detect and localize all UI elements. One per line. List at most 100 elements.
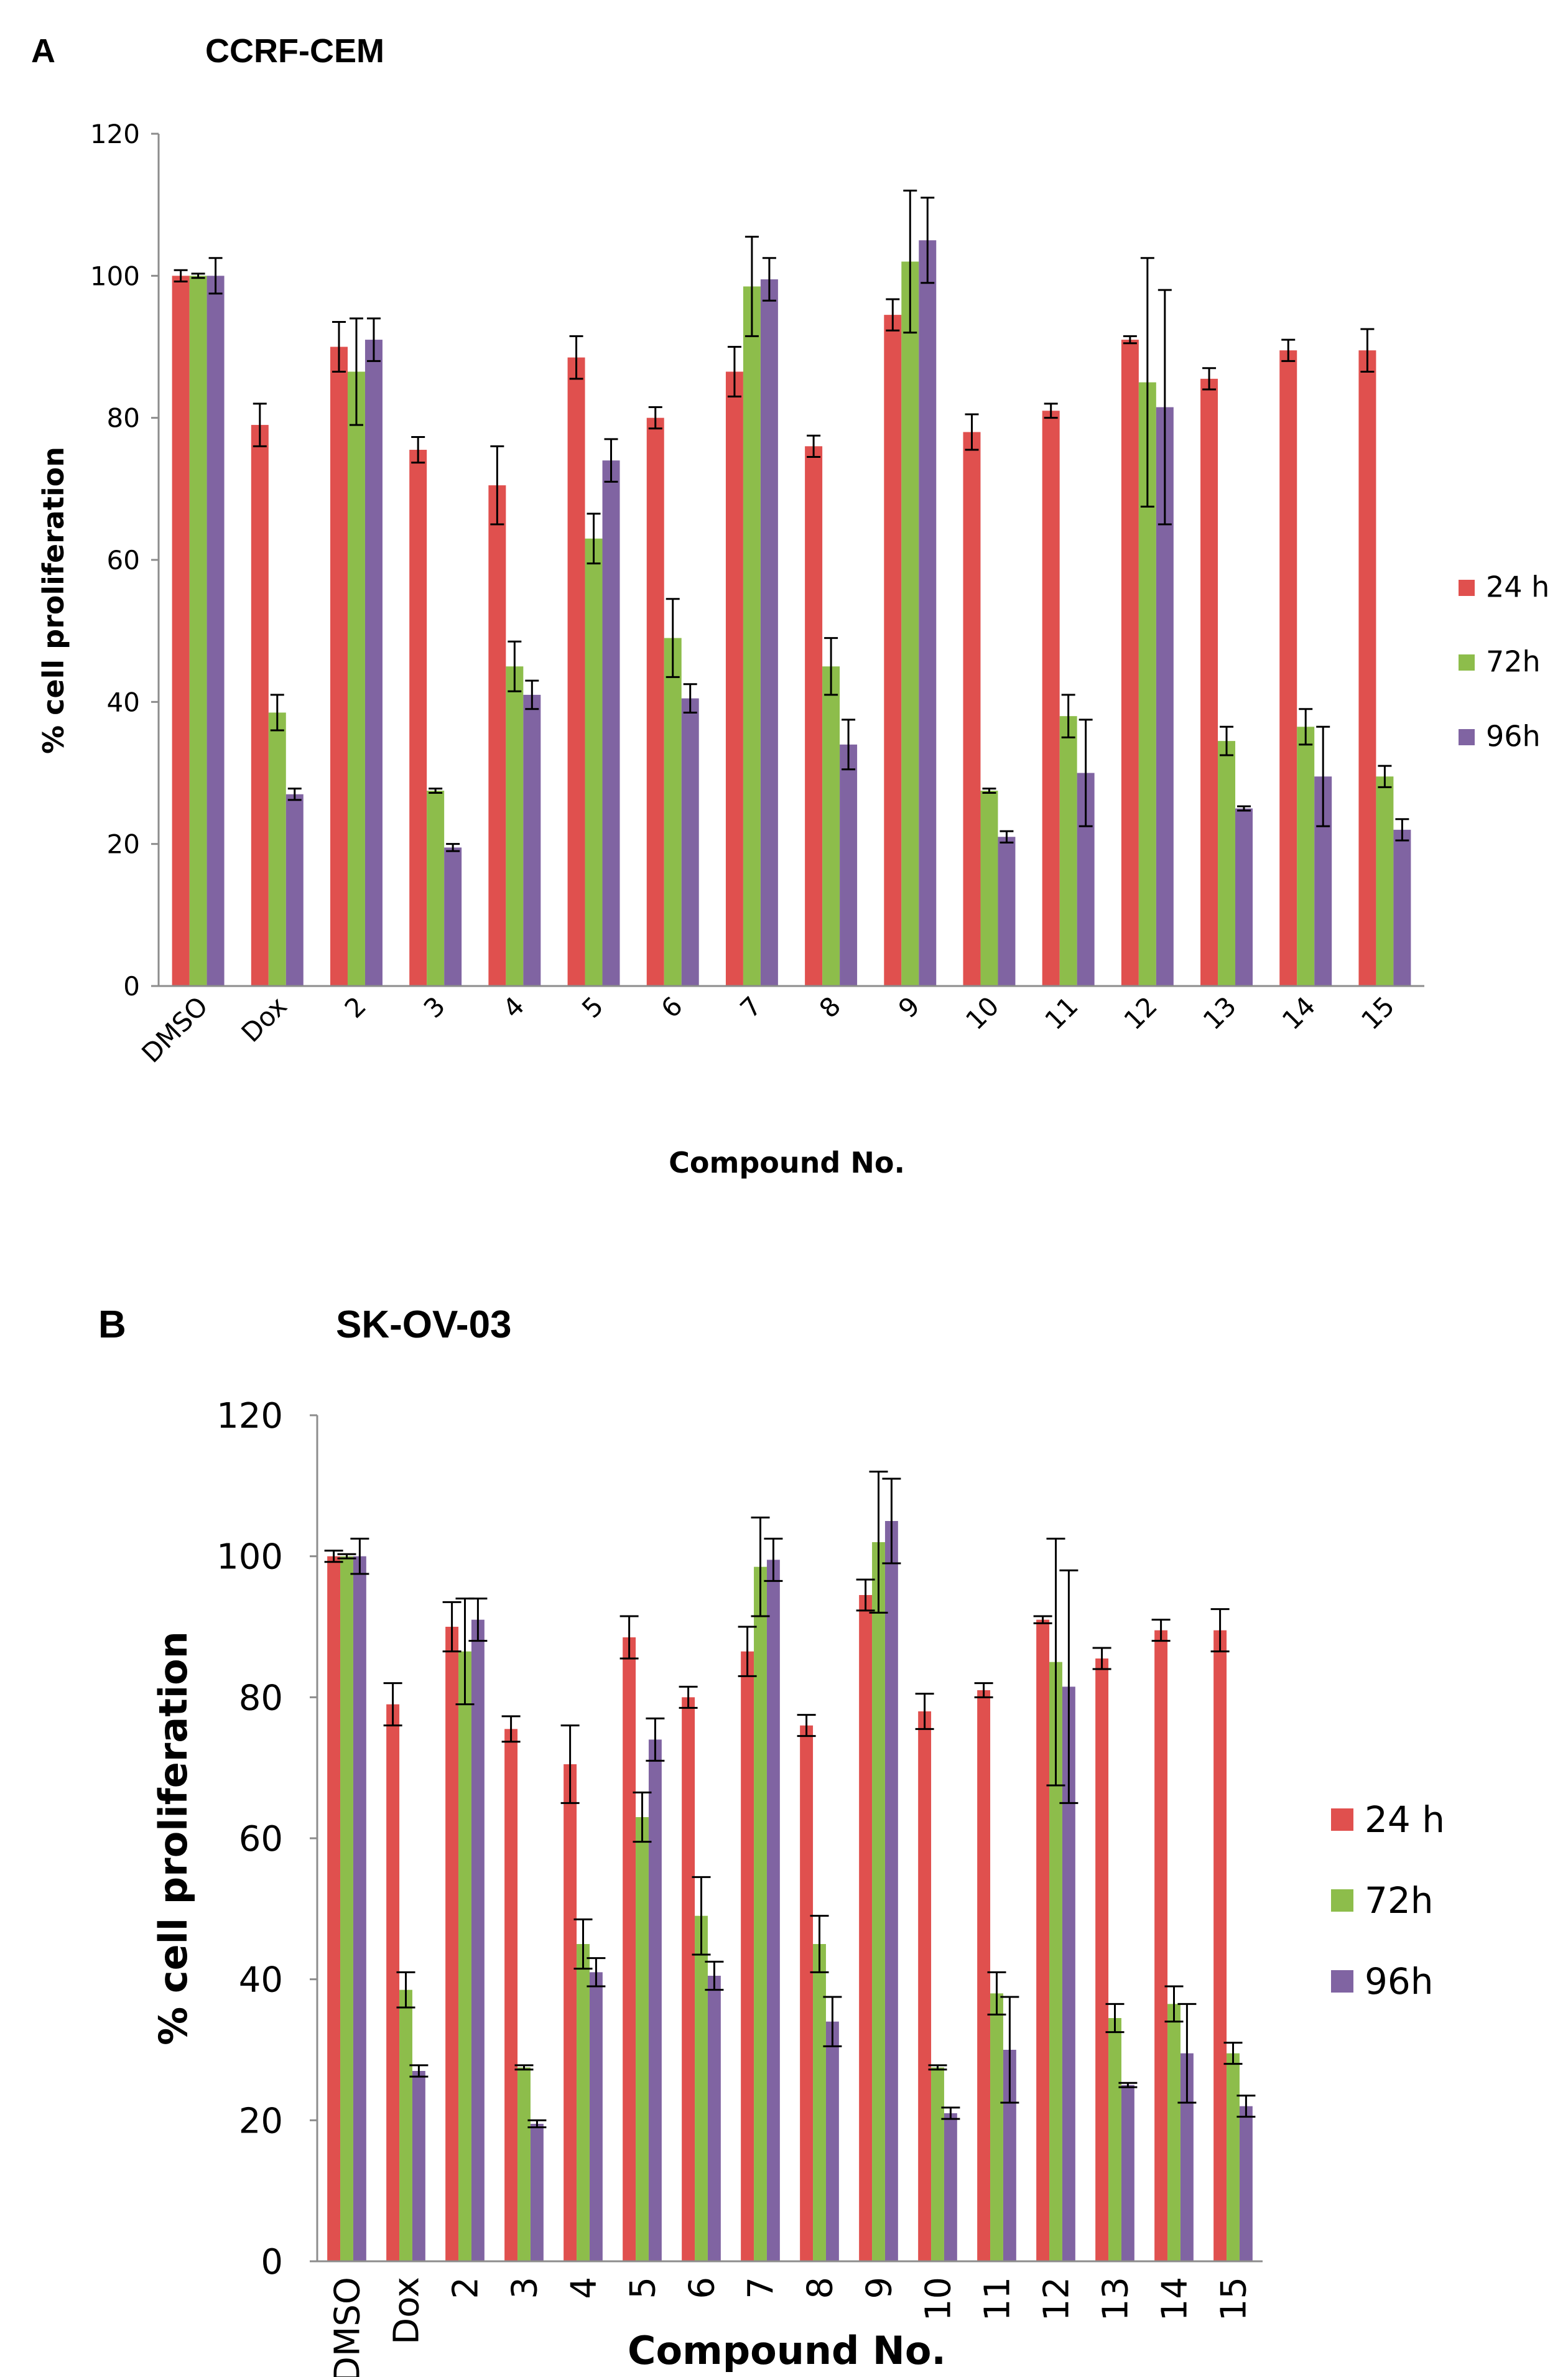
legend-swatch (1331, 1970, 1353, 1993)
bar-72h-6 (695, 1915, 708, 2261)
bar-24h-3 (504, 1729, 518, 2261)
bar-72h-3 (517, 2067, 531, 2261)
bar-96h-15 (1393, 829, 1411, 986)
panel-b-ylabel: % cell proliferation (151, 1631, 196, 2045)
bar-96h-13 (1121, 2085, 1134, 2261)
error-bar (882, 1477, 901, 1565)
legend-swatch (1459, 729, 1475, 745)
error-bar (807, 434, 821, 458)
legend-swatch (1459, 580, 1475, 596)
bar-96h-Dox (412, 2071, 425, 2261)
error-bar (666, 598, 680, 678)
bar-24h-10 (918, 1711, 932, 2261)
bar-24h-12 (1121, 340, 1139, 987)
xtick-label: 15 (1214, 2277, 1255, 2321)
ytick-label: 120 (90, 119, 140, 149)
panel-b-chart: B SK-OV-03 % cell proliferation Compound… (98, 1303, 1445, 2377)
error-bar (366, 317, 381, 362)
error-bar (1164, 1985, 1184, 2023)
error-bar (727, 346, 741, 398)
error-bar (287, 788, 302, 801)
legend-swatch (1459, 654, 1475, 671)
ytick-label: 60 (239, 1819, 283, 1859)
legend-swatch (1331, 1889, 1353, 1912)
bar-24h-6 (682, 1697, 695, 2261)
error-bar (468, 1598, 488, 1642)
bar-24h-2 (445, 1627, 459, 2261)
error-bar (1202, 367, 1217, 391)
bar-24h-14 (1279, 350, 1297, 986)
bar-72h-4 (506, 666, 524, 986)
error-bar (191, 272, 205, 279)
panel-a-xlabel: Compound No. (669, 1146, 905, 1179)
error-bar (1281, 338, 1296, 362)
xtick-label: 15 (1355, 990, 1400, 1035)
bar-72h-4 (577, 1944, 590, 2261)
panel-a-letter: A (31, 32, 55, 70)
error-bar (751, 1516, 770, 1617)
bar-72h-Dox (268, 712, 286, 986)
legend-label: 96h (1486, 719, 1541, 753)
ytick-label: 40 (239, 1960, 283, 2001)
xtick-label: 8 (814, 990, 847, 1024)
legend-label: 24 h (1486, 570, 1549, 603)
xtick-label: 7 (734, 990, 768, 1024)
xtick-label: 14 (1155, 2277, 1195, 2321)
bar-72h-10 (980, 791, 998, 986)
bar-24h-2 (330, 347, 348, 986)
bar-24h-15 (1213, 1630, 1227, 2261)
xtick-label: 12 (1037, 2277, 1077, 2321)
xtick-label: 8 (800, 2277, 841, 2299)
bar-96h-DMSO (206, 276, 225, 986)
error-bar (692, 1876, 711, 1956)
bar-24h-Dox (386, 1704, 400, 2261)
bar-96h-14 (1180, 2053, 1194, 2261)
error-bar (490, 445, 504, 526)
bar-72h-7 (743, 286, 761, 986)
bar-96h-4 (589, 1972, 603, 2261)
bar-96h-12 (1062, 1686, 1075, 2261)
error-bar (1123, 335, 1137, 345)
ytick-label: 80 (239, 1678, 283, 1718)
error-bar (1118, 2082, 1138, 2088)
error-bar (508, 640, 522, 692)
bar-96h-4 (523, 694, 541, 986)
bar-24h-5 (623, 1637, 636, 2261)
error-bar (646, 1717, 665, 1762)
bar-96h-3 (530, 2124, 544, 2261)
error-bar (679, 1685, 698, 1709)
bar-72h-13 (1108, 2018, 1121, 2261)
error-bar (442, 1601, 462, 1653)
bar-24h-6 (646, 417, 664, 986)
bar-72h-2 (347, 371, 365, 986)
bar-24h-8 (800, 1725, 814, 2261)
ytick-label: 20 (107, 829, 140, 860)
bar-24h-7 (741, 1651, 754, 2261)
bar-96h-9 (884, 1521, 898, 2261)
xtick-label: 14 (1276, 990, 1321, 1035)
xtick-label: 6 (682, 2277, 723, 2299)
xtick-label: 13 (1197, 990, 1242, 1035)
error-bar (396, 1971, 415, 2009)
error-bar (573, 1918, 593, 1970)
error-bar (1210, 1608, 1230, 1653)
bar-96h-10 (998, 837, 1016, 986)
legend-label: 72h (1365, 1879, 1434, 1922)
xtick-label: Dox (387, 2277, 427, 2345)
bar-24h-15 (1358, 350, 1376, 986)
error-bar (619, 1615, 639, 1660)
legend-label: 96h (1365, 1960, 1434, 2003)
error-bar (915, 1693, 934, 1730)
ytick-label: 120 (216, 1396, 283, 1436)
error-bar (1157, 289, 1172, 526)
error-bar (174, 269, 188, 282)
panel-b-xlabel: Compound No. (628, 2328, 946, 2373)
error-bar (903, 189, 917, 334)
error-bar (527, 2119, 547, 2129)
xtick-label: 5 (623, 2277, 664, 2299)
bar-96h-7 (760, 279, 778, 987)
bar-72h-11 (1059, 716, 1077, 986)
error-bar (1044, 402, 1058, 419)
error-bar (1395, 818, 1409, 842)
